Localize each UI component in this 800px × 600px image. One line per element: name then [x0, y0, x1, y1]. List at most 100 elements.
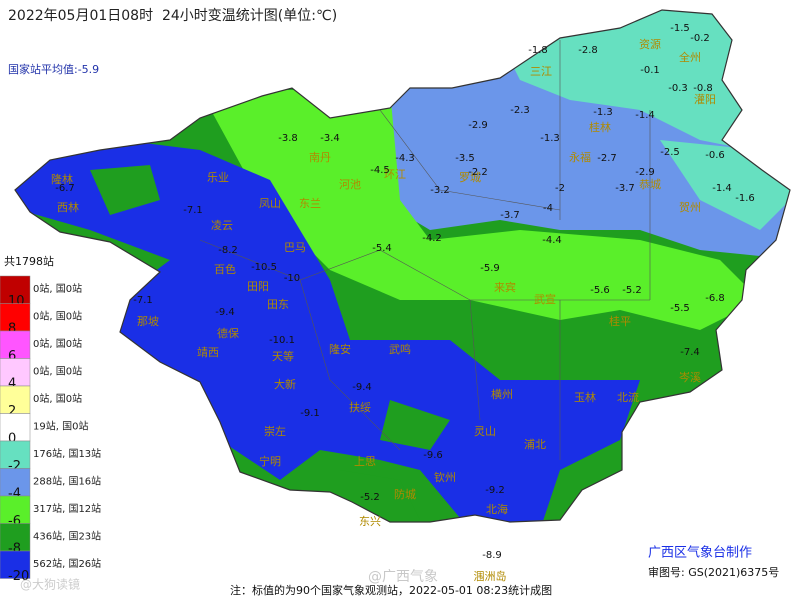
place-name: 靖西	[197, 346, 219, 359]
national-average: 国家站平均值:-5.9	[8, 62, 99, 76]
place-name: 那坡	[137, 315, 159, 328]
producer: 广西区气象台制作	[648, 545, 752, 561]
station-value: -3.7	[500, 210, 520, 221]
place-name: 北流	[617, 390, 639, 404]
station-value: -6.8	[705, 293, 725, 304]
place-name: 资源	[639, 37, 661, 51]
place-name: 来宾	[494, 280, 516, 294]
legend-tick: -20	[8, 569, 29, 584]
place-name: 横州	[491, 387, 513, 401]
station-value: -9.6	[423, 450, 443, 461]
place-name: 南丹	[309, 151, 331, 164]
station-value: -4	[543, 203, 553, 214]
legend-count: 0站, 国0站	[33, 282, 82, 295]
watermark: @广西气象	[368, 569, 438, 585]
place-name: 钦州	[434, 471, 456, 484]
station-value: -2.5	[660, 147, 680, 158]
station-value: -4.5	[370, 165, 390, 176]
legend-swatch	[0, 468, 31, 497]
station-value: -5.2	[622, 285, 642, 296]
place-name: 环江	[384, 168, 406, 181]
place-name: 玉林	[574, 390, 596, 404]
station-value: -1.8	[528, 45, 548, 56]
station-value: -7.1	[183, 205, 203, 216]
legend-count: 436站, 国23站	[33, 530, 101, 543]
station-value: -10.5	[251, 262, 277, 273]
station-value: -5.4	[372, 243, 392, 254]
legend-tick: 6	[8, 349, 16, 364]
station-value: -5.6	[590, 285, 610, 296]
station-value: -5.9	[480, 263, 500, 274]
place-name: 武鸣	[389, 342, 411, 356]
corner-watermark: @大狗读镜	[20, 577, 80, 592]
legend-count: 562站, 国26站	[33, 557, 101, 570]
station-value: -8.9	[482, 550, 502, 561]
station-value: -0.1	[640, 65, 660, 76]
place-name: 田阳	[247, 280, 269, 293]
place-name: 宁明	[259, 454, 281, 468]
place-name: 永福	[569, 150, 591, 164]
place-name: 武宣	[534, 292, 556, 306]
place-name: 乐业	[207, 171, 229, 184]
station-value: -9.4	[352, 382, 372, 393]
station-value: -1.3	[540, 133, 560, 144]
legend-swatch	[0, 495, 31, 524]
station-value: -3.2	[430, 185, 450, 196]
place-name: 河池	[339, 178, 361, 191]
station-value: -1.4	[712, 183, 732, 194]
legend-swatch	[0, 413, 31, 442]
station-value: -9.2	[485, 485, 505, 496]
station-value: -1.5	[670, 23, 690, 34]
legend-count: 0站, 国0站	[33, 365, 82, 378]
approval-number: 审图号: GS(2021)6375号	[648, 565, 779, 579]
place-name: 防城	[394, 487, 416, 501]
footer-note: 注：标值的为90个国家气象观测站，2022-05-01 08:23统计成图	[230, 583, 552, 597]
station-value: -4.3	[395, 153, 415, 164]
place-name: 涠洲岛	[474, 569, 507, 583]
station-value: -1.4	[635, 110, 655, 121]
place-name: 凌云	[211, 218, 233, 232]
place-name: 三江	[530, 65, 552, 78]
station-value: -8.2	[218, 245, 238, 256]
station-value: -3.8	[278, 133, 298, 144]
station-value: -5.2	[360, 492, 380, 503]
legend-swatch	[0, 523, 31, 552]
station-value: -2.9	[635, 167, 655, 178]
place-name: 浦北	[524, 438, 546, 451]
legend-swatch	[0, 440, 31, 469]
place-name: 恭城	[639, 178, 661, 191]
place-name: 北海	[486, 502, 508, 516]
station-value: -2.9	[468, 120, 488, 131]
station-value: -5.5	[670, 303, 690, 314]
place-name: 西林	[57, 200, 79, 214]
station-value: -9.4	[215, 307, 235, 318]
station-value: -2.8	[578, 45, 598, 56]
place-name: 凤山	[259, 197, 281, 210]
station-value: -0.3	[668, 83, 688, 94]
station-value: -1.3	[593, 107, 613, 118]
station-value: -10.1	[269, 335, 295, 346]
place-name: 岑溪	[679, 371, 701, 384]
place-name: 崇左	[264, 425, 286, 438]
place-name: 桂林	[589, 120, 611, 134]
station-value: -9.1	[300, 408, 320, 419]
legend-count: 0站, 国0站	[33, 337, 82, 350]
place-name: 贺州	[679, 201, 701, 214]
place-name: 天等	[272, 349, 294, 363]
legend-swatch	[0, 303, 31, 332]
legend-count: 317站, 国12站	[33, 502, 101, 515]
station-value: -4.2	[422, 233, 442, 244]
legend-count: 19站, 国0站	[33, 420, 88, 433]
legend-swatch	[0, 358, 31, 387]
place-name: 德保	[217, 326, 239, 340]
station-value: -0.6	[705, 150, 725, 161]
place-name: 隆林	[51, 172, 73, 186]
place-name: 大新	[274, 377, 296, 391]
legend-tick: 2	[8, 404, 16, 419]
station-value: -3.5	[455, 153, 475, 164]
place-name: 田东	[267, 298, 289, 311]
county-borders	[199, 40, 651, 460]
map-title: 2022年05月01日08时 24小时变温统计图(单位:℃)	[8, 8, 337, 24]
station-value: -10	[284, 273, 300, 284]
